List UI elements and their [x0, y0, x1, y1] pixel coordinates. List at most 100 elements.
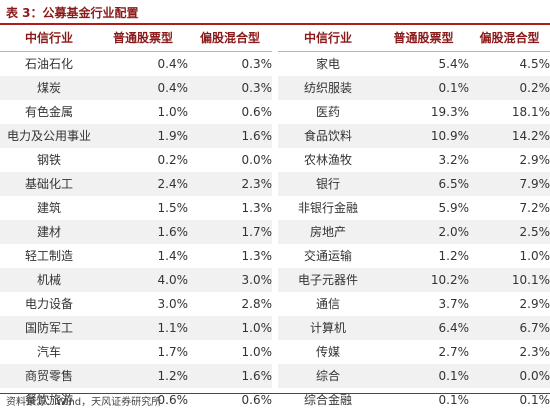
industry-cell-left: 石油石化 — [0, 51, 98, 76]
table-row: 电力及公用事业 1.9% 1.6% 食品饮料 10.9% 14.2% — [0, 124, 550, 148]
stock-fund-cell-right: 1.2% — [378, 244, 469, 268]
source-note: 资料来源：Wind，天风证券研究所 — [6, 397, 162, 408]
industry-cell-right: 银行 — [272, 172, 378, 196]
mixed-fund-cell-left: 0.3% — [188, 51, 275, 76]
stock-fund-cell-left: 0.4% — [98, 51, 188, 76]
table-row: 有色金属 1.0% 0.6% 医药 19.3% 18.1% — [0, 100, 550, 124]
stock-fund-cell-left: 0.2% — [98, 148, 188, 172]
mixed-fund-cell-left: 2.8% — [188, 292, 275, 316]
stock-fund-cell-right: 5.9% — [378, 196, 469, 220]
stock-fund-cell-left: 3.0% — [98, 292, 188, 316]
stock-fund-cell-left: 1.1% — [98, 316, 188, 340]
stock-fund-cell-right: 2.0% — [378, 220, 469, 244]
header-mixed-left: 偏股混合型 — [188, 25, 275, 52]
table-row: 机械 4.0% 3.0% 电子元器件 10.2% 10.1% — [0, 268, 550, 292]
table-row: 汽车 1.7% 1.0% 传媒 2.7% 2.3% — [0, 340, 550, 364]
mixed-fund-cell-left: 1.3% — [188, 244, 275, 268]
mixed-fund-cell-right: 14.2% — [469, 124, 550, 148]
table-row: 基础化工 2.4% 2.3% 银行 6.5% 7.9% — [0, 172, 550, 196]
mixed-fund-cell-left: 1.6% — [188, 124, 275, 148]
stock-fund-cell-right: 3.2% — [378, 148, 469, 172]
mixed-fund-cell-left: 0.3% — [188, 76, 275, 100]
industry-cell-left: 国防军工 — [0, 316, 98, 340]
stock-fund-cell-right: 0.1% — [378, 364, 469, 388]
stock-fund-cell-right: 3.7% — [378, 292, 469, 316]
stock-fund-cell-right: 10.9% — [378, 124, 469, 148]
industry-cell-left: 机械 — [0, 268, 98, 292]
industry-cell-left: 有色金属 — [0, 100, 98, 124]
industry-cell-right: 计算机 — [272, 316, 378, 340]
mixed-fund-cell-left: 1.0% — [188, 316, 275, 340]
header-mixed-right: 偏股混合型 — [469, 25, 550, 52]
table-row: 建材 1.6% 1.7% 房地产 2.0% 2.5% — [0, 220, 550, 244]
top-rule — [0, 23, 550, 25]
table-row: 建筑 1.5% 1.3% 非银行金融 5.9% 7.2% — [0, 196, 550, 220]
stock-fund-cell-right: 0.1% — [378, 76, 469, 100]
mixed-fund-cell-right: 0.0% — [469, 364, 550, 388]
industry-cell-right: 综合 — [272, 364, 378, 388]
mixed-fund-cell-right: 6.7% — [469, 316, 550, 340]
industry-cell-left: 商贸零售 — [0, 364, 98, 388]
table-body: 石油石化 0.4% 0.3% 家电 5.4% 4.5% 煤炭 0.4% 0.3% 纺织服装 0.1%… — [0, 51, 550, 412]
mixed-fund-cell-right: 7.9% — [469, 172, 550, 196]
mixed-fund-cell-right: 0.2% — [469, 76, 550, 100]
stock-fund-cell-left: 1.4% — [98, 244, 188, 268]
table-header-row: 中信行业 普通股票型 偏股混合型 中信行业 普通股票型 偏股混合型 — [0, 25, 550, 52]
mixed-fund-cell-right: 2.3% — [469, 340, 550, 364]
stock-fund-cell-right: 19.3% — [378, 100, 469, 124]
stock-fund-cell-left: 2.4% — [98, 172, 188, 196]
stock-fund-cell-left: 1.2% — [98, 364, 188, 388]
industry-cell-left: 轻工制造 — [0, 244, 98, 268]
bottom-rule — [0, 393, 550, 394]
mixed-fund-cell-left: 2.3% — [188, 172, 275, 196]
stock-fund-cell-right: 6.4% — [378, 316, 469, 340]
table-row: 商贸零售 1.2% 1.6% 综合 0.1% 0.0% — [0, 364, 550, 388]
industry-cell-left: 煤炭 — [0, 76, 98, 100]
stock-fund-cell-left: 1.7% — [98, 340, 188, 364]
mixed-fund-cell-right: 0.1% — [469, 388, 550, 412]
table-row: 石油石化 0.4% 0.3% 家电 5.4% 4.5% — [0, 51, 550, 76]
table-row: 轻工制造 1.4% 1.3% 交通运输 1.2% 1.0% — [0, 244, 550, 268]
mixed-fund-cell-right: 1.0% — [469, 244, 550, 268]
mixed-fund-cell-left: 3.0% — [188, 268, 275, 292]
stock-fund-cell-left: 1.9% — [98, 124, 188, 148]
header-industry-right: 中信行业 — [272, 25, 378, 52]
industry-cell-left: 餐饮旅游 — [0, 388, 98, 412]
mixed-fund-cell-right: 4.5% — [469, 51, 550, 76]
mixed-fund-cell-left: 0.0% — [188, 148, 275, 172]
stock-fund-cell-left: 4.0% — [98, 268, 188, 292]
industry-cell-right: 通信 — [272, 292, 378, 316]
mixed-fund-cell-left: 0.6% — [188, 100, 275, 124]
mixed-fund-cell-left: 1.6% — [188, 364, 275, 388]
mixed-fund-cell-right: 10.1% — [469, 268, 550, 292]
mixed-fund-cell-left: 1.3% — [188, 196, 275, 220]
table-row: 餐饮旅游 0.6% 0.6% 综合金融 0.1% 0.1% — [0, 388, 550, 412]
stock-fund-cell-left: 0.6% — [98, 388, 188, 412]
table-row: 钢铁 0.2% 0.0% 农林渔牧 3.2% 2.9% — [0, 148, 550, 172]
header-industry-left: 中信行业 — [0, 25, 98, 52]
stock-fund-cell-left: 1.6% — [98, 220, 188, 244]
industry-cell-right: 纺织服装 — [272, 76, 378, 100]
table-caption: 表 3：公募基金行业配置 — [6, 6, 139, 20]
industry-cell-right: 电子元器件 — [272, 268, 378, 292]
industry-cell-right: 农林渔牧 — [272, 148, 378, 172]
mixed-fund-cell-right: 18.1% — [469, 100, 550, 124]
industry-cell-left: 电力设备 — [0, 292, 98, 316]
industry-cell-left: 电力及公用事业 — [0, 124, 98, 148]
stock-fund-cell-right: 10.2% — [378, 268, 469, 292]
industry-cell-left: 建筑 — [0, 196, 98, 220]
industry-cell-right: 家电 — [272, 51, 378, 76]
industry-cell-left: 基础化工 — [0, 172, 98, 196]
industry-cell-left: 建材 — [0, 220, 98, 244]
stock-fund-cell-left: 1.5% — [98, 196, 188, 220]
industry-cell-left: 汽车 — [0, 340, 98, 364]
industry-cell-right: 综合金融 — [272, 388, 378, 412]
mixed-fund-cell-right: 2.5% — [469, 220, 550, 244]
mixed-fund-cell-left: 1.0% — [188, 340, 275, 364]
table-row: 电力设备 3.0% 2.8% 通信 3.7% 2.9% — [0, 292, 550, 316]
stock-fund-cell-right: 6.5% — [378, 172, 469, 196]
industry-allocation-table: 中信行业 普通股票型 偏股混合型 中信行业 普通股票型 偏股混合型 石油石化 0.… — [0, 25, 550, 412]
mixed-fund-cell-right: 7.2% — [469, 196, 550, 220]
mixed-fund-cell-right: 2.9% — [469, 292, 550, 316]
stock-fund-cell-right: 0.1% — [378, 388, 469, 412]
